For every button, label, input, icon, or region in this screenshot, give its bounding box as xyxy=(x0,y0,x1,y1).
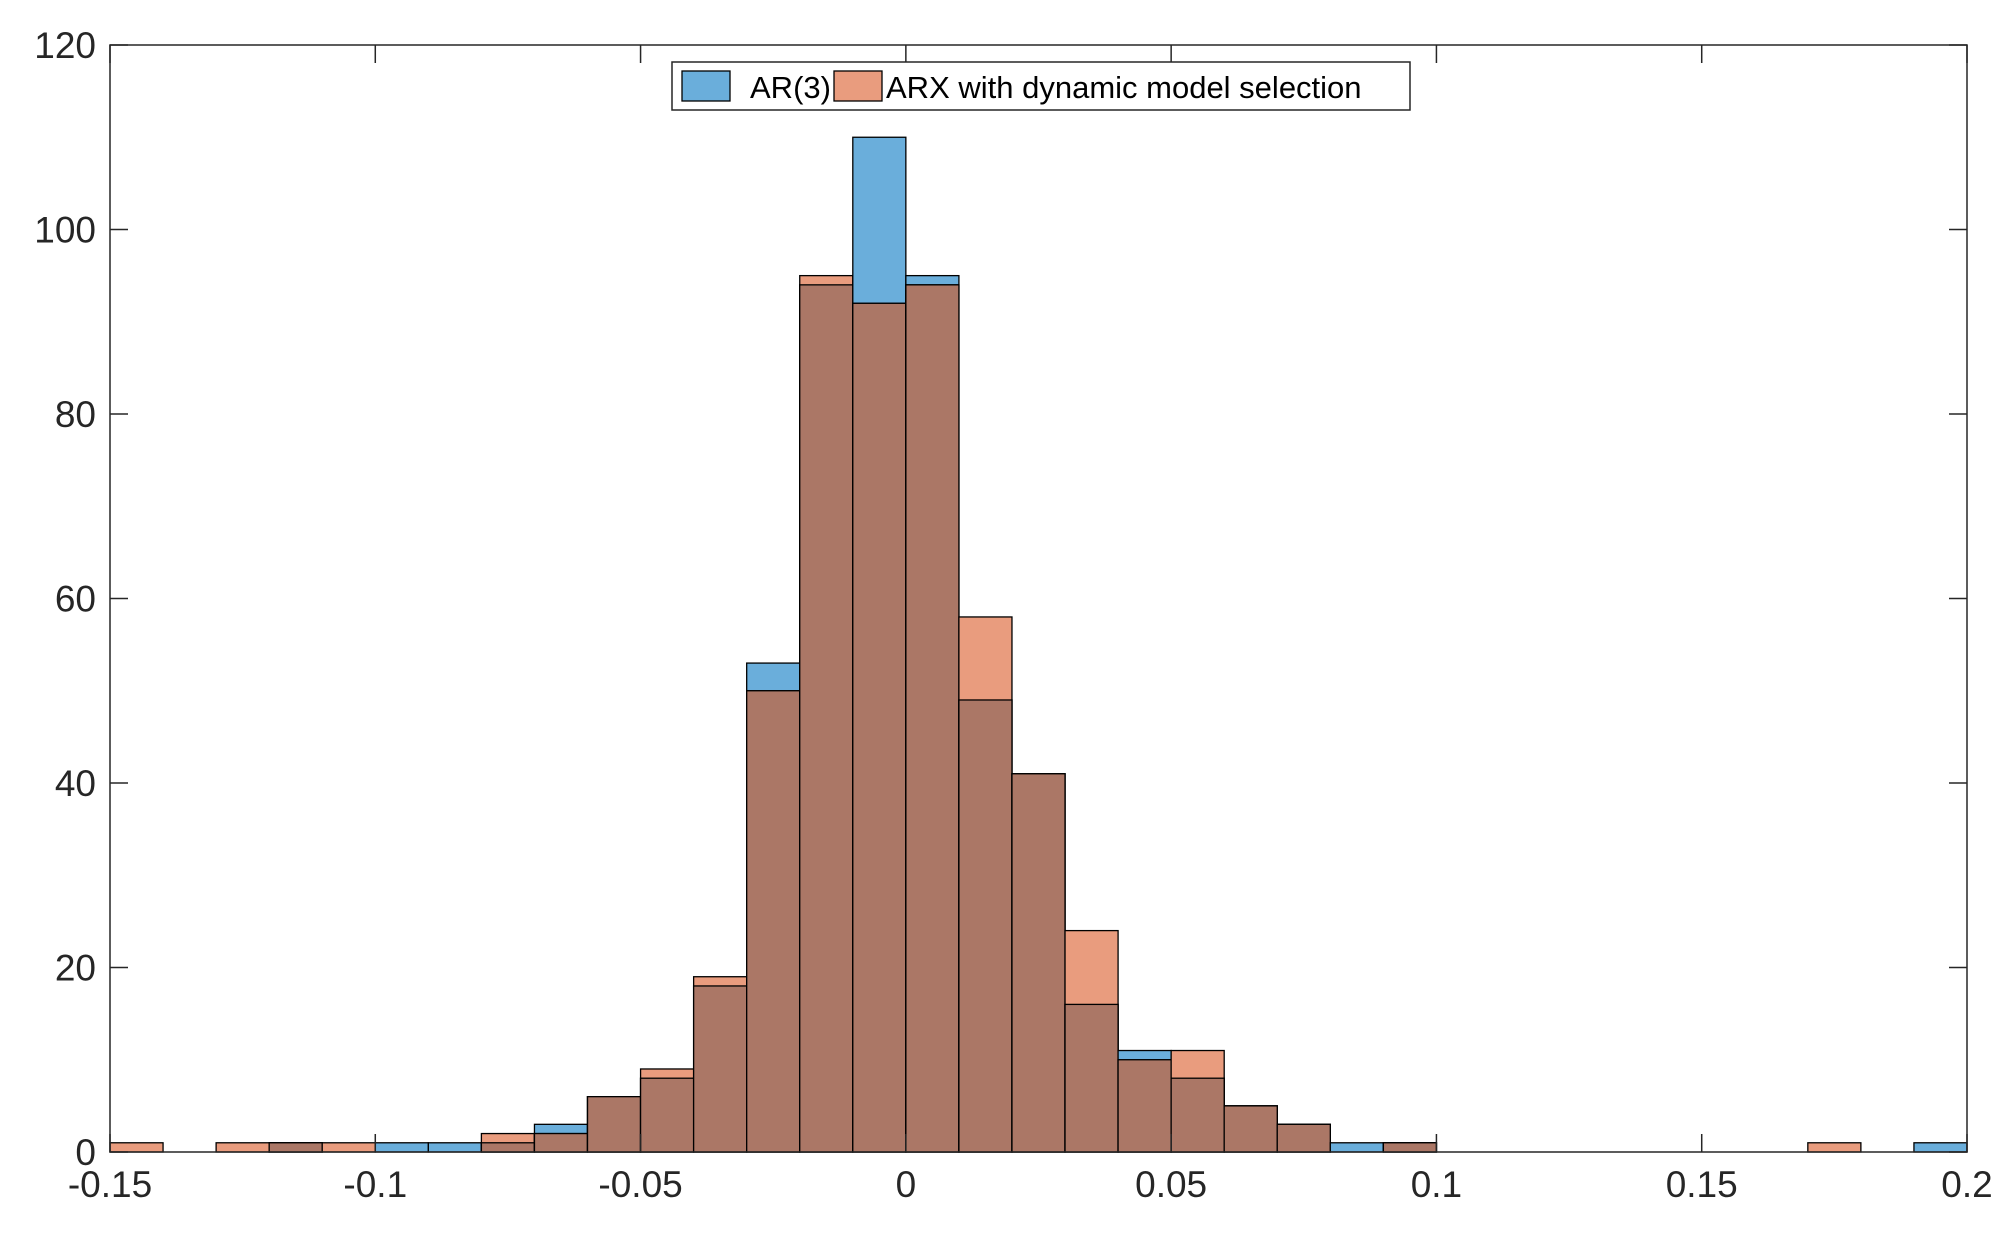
y-tick-label: 20 xyxy=(55,948,96,989)
bars-layer xyxy=(109,136,1968,1153)
x-tick-labels: -0.15 -0.1 -0.05 0 0.05 0.1 0.15 0.2 xyxy=(68,1164,1993,1205)
bar-overlap xyxy=(958,699,1013,1153)
bar-arx xyxy=(321,1142,376,1153)
x-tick-label: -0.15 xyxy=(68,1164,152,1205)
bar-overlap xyxy=(746,690,801,1153)
y-tick-label: 60 xyxy=(55,579,96,620)
x-tick-label: 0.15 xyxy=(1666,1164,1738,1205)
x-tick-label: 0.2 xyxy=(1941,1164,1992,1205)
x-tick-label: 0.1 xyxy=(1411,1164,1462,1205)
bar-overlap xyxy=(533,1132,589,1153)
y-tick-labels: 0 20 40 60 80 100 120 xyxy=(34,25,96,1173)
bar-overlap xyxy=(1223,1105,1278,1153)
bar-ar3 xyxy=(374,1142,429,1153)
x-tick-label: -0.1 xyxy=(343,1164,407,1205)
bar-overlap xyxy=(1170,1077,1225,1153)
bar-overlap xyxy=(905,284,960,1153)
bar-overlap xyxy=(1064,1003,1119,1153)
y-tick-label: 120 xyxy=(34,25,96,66)
legend-swatch xyxy=(833,70,883,102)
bar-overlap xyxy=(692,985,748,1153)
legend-label: AR(3) xyxy=(750,70,831,105)
x-tick-label: -0.05 xyxy=(598,1164,682,1205)
x-tick-label: 0 xyxy=(896,1164,917,1205)
bar-arx xyxy=(109,1142,164,1153)
bar-ar3 xyxy=(1329,1142,1385,1153)
bar-overlap xyxy=(1276,1123,1331,1153)
bar-arx xyxy=(1807,1142,1862,1153)
bar-overlap xyxy=(586,1096,642,1153)
bar-overlap xyxy=(1117,1059,1172,1153)
bar-overlap xyxy=(1011,773,1066,1153)
plot-frame xyxy=(109,44,1968,1153)
bar-overlap xyxy=(1382,1142,1438,1153)
bar-ar3 xyxy=(1913,1142,1968,1153)
bar-arx xyxy=(215,1142,270,1153)
x-tick-label: 0.05 xyxy=(1135,1164,1207,1205)
bar-ar3 xyxy=(427,1142,483,1153)
bar-overlap xyxy=(852,302,907,1153)
legend-label: ARX with dynamic model selection xyxy=(886,70,1362,105)
legend-box xyxy=(671,61,1411,111)
y-tick-label: 100 xyxy=(34,210,96,251)
bar-overlap xyxy=(639,1077,695,1153)
legend: AR(3) ARX with dynamic model selection xyxy=(671,61,1411,111)
y-tick-label: 40 xyxy=(55,763,96,804)
bar-overlap xyxy=(268,1142,323,1153)
bar-overlap xyxy=(799,284,854,1153)
bar-overlap xyxy=(480,1142,536,1153)
legend-swatch xyxy=(681,70,731,102)
y-tick-label: 0 xyxy=(75,1132,96,1173)
y-tick-label: 80 xyxy=(55,394,96,435)
